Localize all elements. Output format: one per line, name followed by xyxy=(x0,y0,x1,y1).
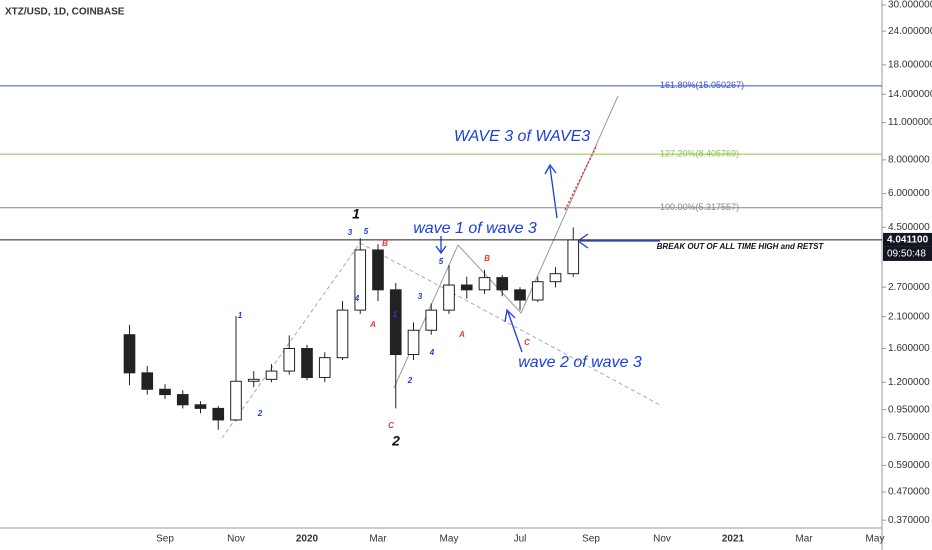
candle-body xyxy=(176,394,189,406)
y-tick-label: 1.600000 xyxy=(888,343,930,354)
annotation: A xyxy=(369,320,376,329)
y-tick-label: 0.370000 xyxy=(888,515,930,526)
annotation: B xyxy=(484,254,490,263)
x-tick-label: 2020 xyxy=(296,534,319,545)
candle-body xyxy=(389,289,402,356)
candle-body xyxy=(283,348,296,372)
arrow xyxy=(504,308,523,353)
y-tick-label: 18.000000 xyxy=(888,59,932,70)
candle-body xyxy=(478,277,491,291)
y-tick-label: 24.000000 xyxy=(888,26,932,37)
candle-body xyxy=(514,289,526,301)
candle-body xyxy=(123,334,136,374)
candle-body xyxy=(372,249,384,291)
last-price-box xyxy=(883,232,932,247)
candle-body xyxy=(354,249,367,311)
candle-body xyxy=(318,357,331,378)
y-tick-label: 11.000000 xyxy=(888,117,932,128)
annotation: wave 2 of wave 3 xyxy=(518,354,642,371)
annotation: 1 xyxy=(393,310,398,319)
x-tick-label: Nov xyxy=(653,534,671,545)
x-tick-label: May xyxy=(440,534,459,545)
candle-body xyxy=(230,380,242,421)
y-tick-label: 14.000000 xyxy=(888,89,932,100)
countdown-box xyxy=(883,246,932,261)
candle-body xyxy=(194,404,207,409)
y-tick-label: 1.200000 xyxy=(888,377,930,388)
y-tick-label: 8.000000 xyxy=(888,155,930,166)
annotation: A xyxy=(458,330,465,339)
x-tick-label: Sep xyxy=(582,534,600,545)
last-price-label: 4.041100 xyxy=(887,235,929,246)
y-tick-label: 0.590000 xyxy=(888,460,930,471)
y-tick-label: 0.950000 xyxy=(888,404,930,415)
annotation: wave 1 of wave 3 xyxy=(413,220,537,237)
annotation: 2 xyxy=(407,376,413,385)
candle-body xyxy=(425,309,438,331)
candle-body xyxy=(265,370,278,380)
y-tick-label: 0.750000 xyxy=(888,432,930,443)
candle-body xyxy=(212,407,225,421)
x-tick-label: Sep xyxy=(156,534,174,545)
y-tick-label: 2.100000 xyxy=(888,311,930,322)
x-tick-label: Jul xyxy=(514,534,527,545)
annotation: C xyxy=(388,421,394,430)
annotation: 1 xyxy=(352,206,360,222)
annotation: 4 xyxy=(429,348,435,357)
annotation: 1 xyxy=(238,311,243,320)
fib-level-label: 161.80%(15.050267) xyxy=(660,80,744,90)
chart-title: XTZ/USD, 1D, COINBASE xyxy=(5,7,125,18)
annotation: 2 xyxy=(257,409,263,418)
countdown: 09:50:48 xyxy=(887,249,926,260)
candle-body xyxy=(496,277,509,291)
annotation: 5 xyxy=(364,227,369,236)
annotation: C xyxy=(524,338,530,347)
annotation: 4 xyxy=(354,294,360,303)
arrow xyxy=(544,163,558,219)
y-tick-label: 2.700000 xyxy=(888,282,930,293)
fib-level-label: 127.20%(8.405769) xyxy=(660,148,739,158)
annotation: 2 xyxy=(391,433,400,449)
projection-line xyxy=(564,144,598,211)
x-tick-label: Mar xyxy=(795,534,813,545)
candle-body xyxy=(443,284,455,311)
annotation: BREAK OUT OF ALL TIME HIGH and RETST xyxy=(657,242,825,251)
candle-body xyxy=(567,239,580,275)
candle-body xyxy=(336,309,349,359)
candle-body xyxy=(247,378,260,382)
y-tick-label: 4.500000 xyxy=(888,222,930,233)
annotation: 3 xyxy=(418,292,423,301)
fib-level-label: 100.00%(5.317557) xyxy=(660,202,739,212)
candle-body xyxy=(407,329,420,356)
x-tick-label: Nov xyxy=(227,534,245,545)
candle-body xyxy=(301,348,313,378)
candle-body xyxy=(549,273,562,283)
annotation: 3 xyxy=(348,228,353,237)
y-tick-label: 6.000000 xyxy=(888,188,930,199)
candle-body xyxy=(531,281,544,301)
arrow xyxy=(435,236,447,255)
y-tick-label: 30.000000 xyxy=(888,0,932,11)
trend-line xyxy=(359,242,661,406)
candle-body xyxy=(460,284,473,291)
annotation: WAVE 3 of WAVE3 xyxy=(454,128,590,145)
x-tick-label: Mar xyxy=(369,534,387,545)
y-tick-label: 0.470000 xyxy=(888,487,930,498)
candle-body xyxy=(141,372,154,390)
trend-line xyxy=(221,242,361,439)
annotation: B xyxy=(382,239,388,248)
x-tick-label: May xyxy=(866,534,885,545)
x-tick-label: 2021 xyxy=(722,534,745,545)
annotation: 5 xyxy=(439,257,444,266)
candle-body xyxy=(159,388,171,396)
